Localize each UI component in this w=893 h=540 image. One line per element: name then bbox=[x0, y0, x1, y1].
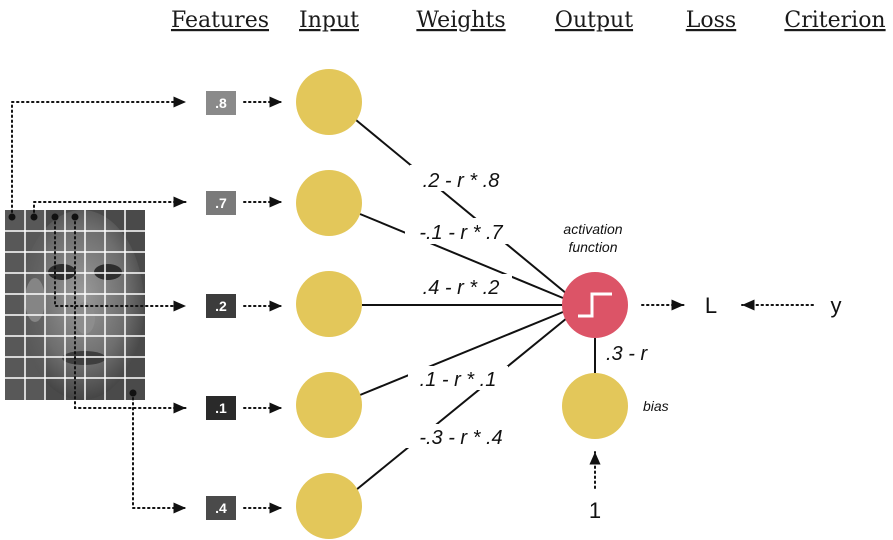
feature-box: .2 bbox=[206, 294, 236, 318]
header-input: Input bbox=[299, 8, 359, 33]
pixel-connectors bbox=[8, 96, 187, 514]
loss-symbol: L bbox=[705, 293, 717, 318]
feature-value: .2 bbox=[215, 298, 227, 314]
target-symbol: y bbox=[831, 293, 842, 318]
feature-to-input-arrows bbox=[243, 96, 283, 514]
input-node bbox=[296, 271, 362, 337]
activation-label-line2: function bbox=[568, 239, 617, 255]
input-node bbox=[296, 372, 362, 438]
input-nodes bbox=[296, 69, 362, 539]
weight-lines bbox=[355, 119, 596, 491]
weight-label: .4 - r * .2 bbox=[423, 277, 500, 299]
header-loss: Loss bbox=[686, 8, 736, 33]
input-node bbox=[296, 170, 362, 236]
column-headers: Features Input Weights Output Loss Crite… bbox=[171, 8, 886, 33]
bias-weight-label: .3 - r bbox=[606, 343, 648, 365]
bias-node bbox=[562, 373, 628, 439]
feature-box: .7 bbox=[206, 191, 236, 215]
feature-value: .8 bbox=[215, 95, 227, 111]
weight-label: .1 - r * .1 bbox=[420, 369, 497, 391]
input-node bbox=[296, 69, 362, 135]
bias-label: bias bbox=[643, 398, 669, 414]
feature-value: .4 bbox=[215, 500, 227, 516]
weight-label: -.3 - r * .4 bbox=[419, 427, 502, 449]
activation-label-line1: activation bbox=[563, 221, 622, 237]
weight-label: .2 - r * .8 bbox=[423, 170, 500, 192]
header-criterion: Criterion bbox=[784, 8, 885, 33]
bias-input-value: 1 bbox=[589, 498, 601, 523]
header-features: Features bbox=[171, 8, 269, 33]
step-function-icon bbox=[578, 292, 612, 318]
weight-label: -.1 - r * .7 bbox=[419, 222, 503, 244]
feature-box: .1 bbox=[206, 396, 236, 420]
feature-value: .7 bbox=[215, 195, 227, 211]
header-output: Output bbox=[555, 8, 633, 33]
feature-boxes: .8 .7 .2 .1 .4 bbox=[206, 91, 236, 520]
feature-value: .1 bbox=[215, 400, 227, 416]
feature-box: .8 bbox=[206, 91, 236, 115]
output-node bbox=[562, 272, 628, 338]
feature-box: .4 bbox=[206, 496, 236, 520]
header-weights: Weights bbox=[416, 8, 505, 33]
weight-labels: .2 - r * .8 -.1 - r * .7 .4 - r * .2 .1 … bbox=[405, 165, 648, 449]
input-node bbox=[296, 473, 362, 539]
